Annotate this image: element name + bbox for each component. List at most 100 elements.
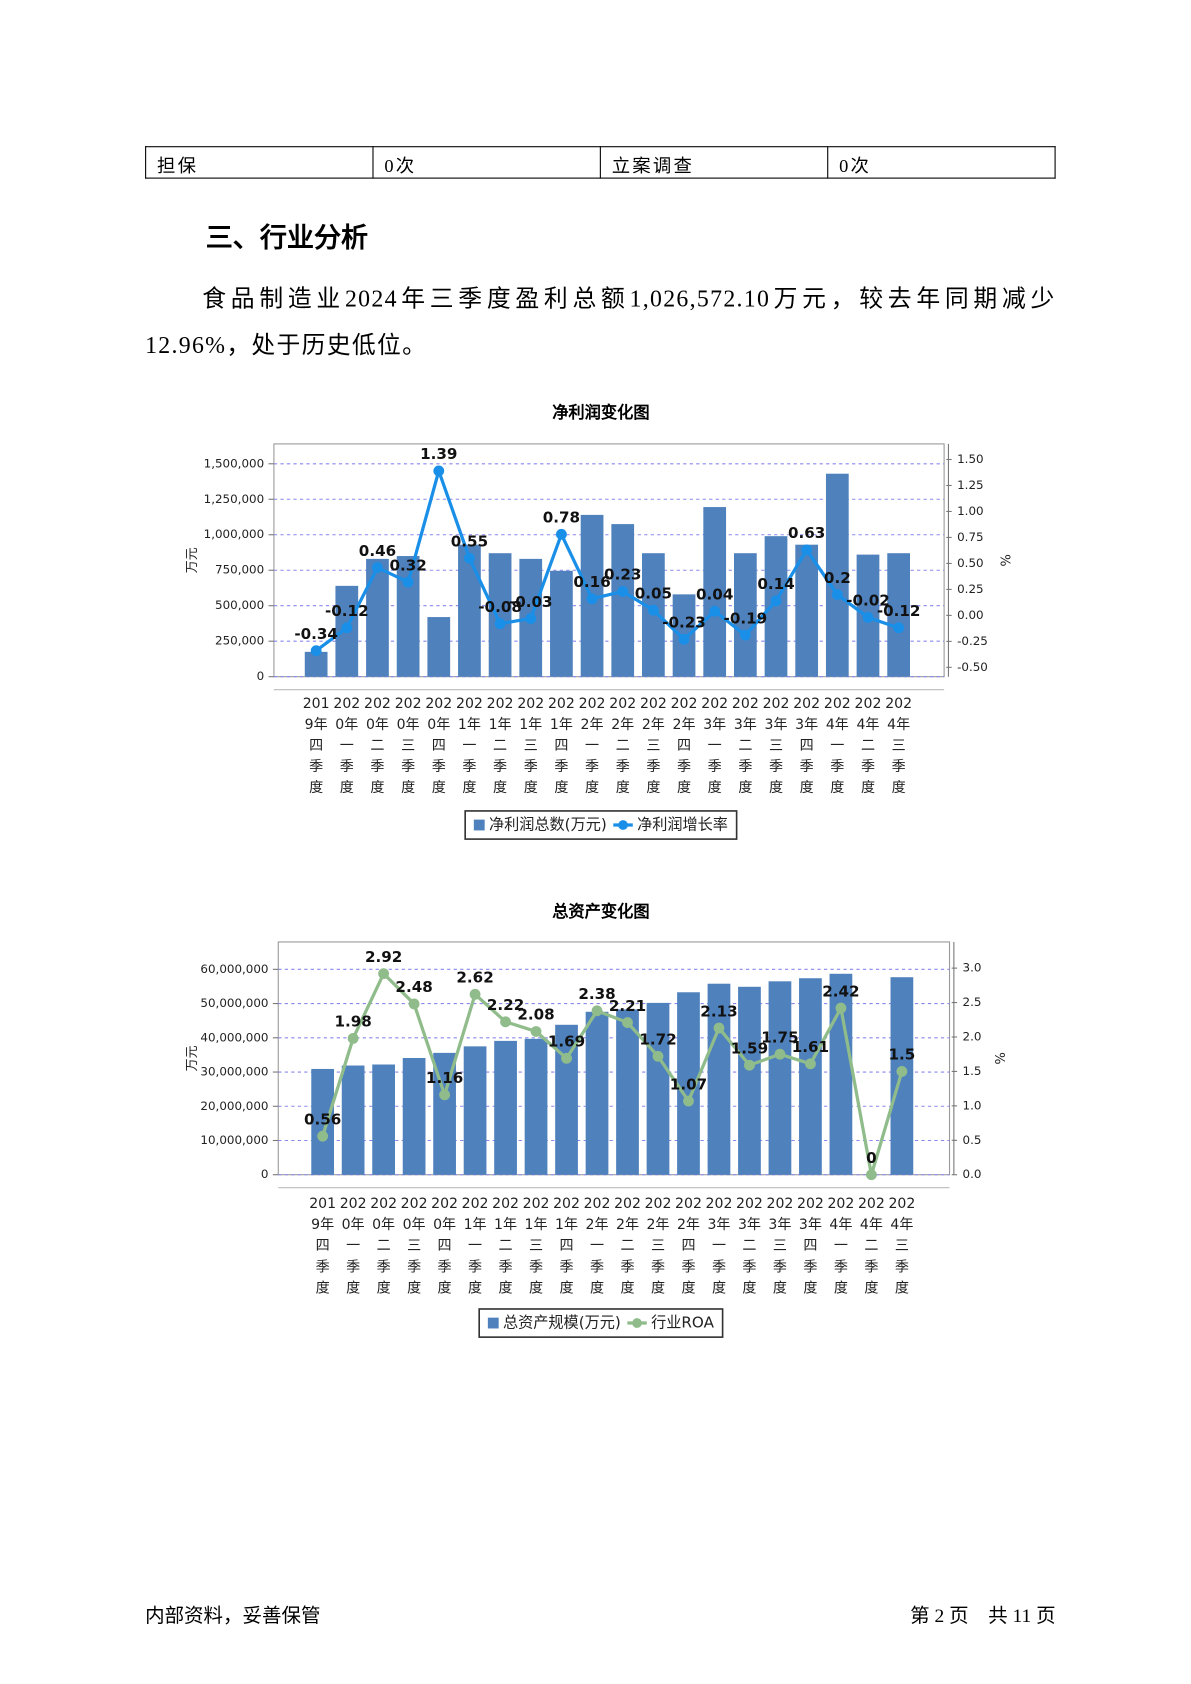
x-tick-label: 202 2年一季度 bbox=[584, 1196, 611, 1296]
data-label: -0.12 bbox=[877, 602, 921, 620]
y-tick-label: 0 bbox=[261, 1167, 269, 1181]
x-tick-label: 202 4年二季度 bbox=[855, 696, 882, 796]
x-tick-label: 202 4年一季度 bbox=[827, 1196, 854, 1296]
x-tick-label: 202 2年二季度 bbox=[609, 696, 636, 796]
line-point bbox=[805, 1058, 816, 1070]
x-tick-label: 202 1年三季度 bbox=[517, 696, 544, 796]
y2-tick-label: 1.50 bbox=[957, 452, 983, 466]
bar bbox=[366, 558, 389, 677]
data-label: 0.05 bbox=[635, 584, 672, 602]
plot-frame bbox=[273, 443, 945, 678]
y2-tick-label: 1.00 bbox=[957, 504, 983, 518]
footer-left: 内部资料，妥善保管 bbox=[145, 1604, 321, 1627]
table-cell: 0次 bbox=[827, 146, 1056, 179]
line-point bbox=[408, 998, 420, 1010]
x-tick-label: 202 2年一季度 bbox=[579, 696, 606, 796]
y2-tick-label: 1.25 bbox=[957, 478, 983, 492]
line-point bbox=[494, 618, 506, 630]
data-label: 1.39 bbox=[420, 445, 457, 463]
data-label: 0.78 bbox=[543, 509, 580, 527]
table-cell: 立案调查 bbox=[599, 146, 829, 179]
line-point bbox=[530, 1026, 542, 1037]
data-label: 0.32 bbox=[389, 556, 426, 574]
data-label: 2.62 bbox=[456, 969, 493, 987]
y2-axis-label: % bbox=[994, 1052, 1009, 1064]
data-label: 0.04 bbox=[696, 585, 733, 603]
bar bbox=[707, 983, 731, 1175]
y2-tick-label: 0.50 bbox=[957, 556, 983, 570]
line-point bbox=[835, 1002, 847, 1014]
data-label: 0 bbox=[866, 1149, 877, 1167]
line-point bbox=[439, 1089, 451, 1101]
line-point bbox=[464, 552, 475, 564]
x-tick-label: 202 3年一季度 bbox=[706, 1196, 733, 1296]
line-point bbox=[341, 622, 353, 634]
legend-dot bbox=[618, 820, 628, 830]
y-tick-label: 750,000 bbox=[215, 563, 264, 577]
x-tick-label: 202 0年四季度 bbox=[425, 696, 452, 796]
x-tick-label: 202 0年三季度 bbox=[401, 1196, 428, 1296]
y2-tick-label: 0.0 bbox=[963, 1167, 982, 1181]
line-point bbox=[586, 593, 598, 605]
y2-tick-label: 1.0 bbox=[963, 1098, 982, 1112]
x-tick-label: 202 0年三季度 bbox=[395, 696, 422, 796]
data-label: 1.98 bbox=[334, 1013, 371, 1031]
x-tick-label: 202 3年一季度 bbox=[701, 696, 728, 796]
legend-swatch bbox=[473, 819, 485, 831]
bar bbox=[585, 1011, 609, 1175]
data-label: -0.34 bbox=[294, 625, 338, 643]
bar bbox=[433, 1052, 456, 1175]
line-point bbox=[347, 1032, 359, 1044]
bar bbox=[550, 570, 573, 677]
y-tick-label: 250,000 bbox=[215, 634, 264, 648]
legend-label: 净利润总数(万元) bbox=[489, 816, 607, 834]
x-tick-label: 202 2年四季度 bbox=[671, 696, 698, 796]
line-point bbox=[525, 613, 537, 624]
data-label: 0.56 bbox=[304, 1110, 341, 1128]
x-tick-label: 202 0年二季度 bbox=[364, 696, 391, 796]
bar bbox=[427, 617, 451, 677]
data-label: -0.03 bbox=[509, 593, 553, 611]
line-point bbox=[896, 1066, 908, 1077]
data-label: 0.14 bbox=[757, 575, 794, 593]
y-tick-label: 1,000,000 bbox=[204, 527, 265, 541]
legend-label: 行业ROA bbox=[651, 1314, 714, 1332]
legend: 净利润总数(万元) 净利润增长率 bbox=[464, 810, 738, 840]
data-label: -0.12 bbox=[325, 602, 369, 620]
bar bbox=[304, 651, 328, 677]
bar bbox=[795, 544, 819, 677]
y2-tick-label: 0.75 bbox=[957, 530, 983, 544]
table-cell: 0次 bbox=[372, 146, 601, 179]
data-label: 0.63 bbox=[788, 524, 825, 542]
data-label: 0.23 bbox=[604, 566, 641, 584]
y-tick-label: 30,000,000 bbox=[200, 1065, 268, 1079]
x-tick-label: 202 1年三季度 bbox=[523, 1196, 550, 1296]
x-tick-label: 202 4年一季度 bbox=[824, 696, 851, 796]
line-point bbox=[617, 586, 629, 597]
line bbox=[315, 465, 900, 653]
bar bbox=[458, 544, 481, 677]
legend-label: 总资产规模(万元) bbox=[503, 1314, 621, 1332]
x-tick-label: 202 1年一季度 bbox=[462, 1196, 489, 1296]
x-tick-label: 202 3年三季度 bbox=[763, 696, 790, 796]
line-point bbox=[770, 595, 782, 607]
line-point bbox=[713, 1022, 725, 1034]
bar bbox=[341, 1065, 365, 1175]
x-tick-label: 202 3年四季度 bbox=[793, 696, 820, 796]
bar bbox=[611, 524, 635, 677]
x-tick-label: 202 0年一季度 bbox=[333, 696, 360, 796]
bar bbox=[738, 986, 761, 1175]
y2-tick-label: 0.00 bbox=[957, 608, 983, 622]
line-point bbox=[831, 589, 843, 601]
bar bbox=[677, 992, 700, 1175]
y-tick-label: 1,500,000 bbox=[204, 456, 265, 470]
x-tick-label: 202 4年三季度 bbox=[885, 696, 912, 796]
legend-swatch bbox=[487, 1317, 499, 1329]
y-tick-label: 40,000,000 bbox=[200, 1030, 268, 1044]
y-tick-label: 0 bbox=[257, 669, 265, 683]
x-tick-label: 202 1年四季度 bbox=[548, 696, 575, 796]
legend-dot bbox=[632, 1318, 642, 1328]
line-point bbox=[678, 633, 690, 645]
data-label: 1.72 bbox=[639, 1031, 676, 1049]
y2-tick-label: 0.5 bbox=[963, 1133, 982, 1147]
